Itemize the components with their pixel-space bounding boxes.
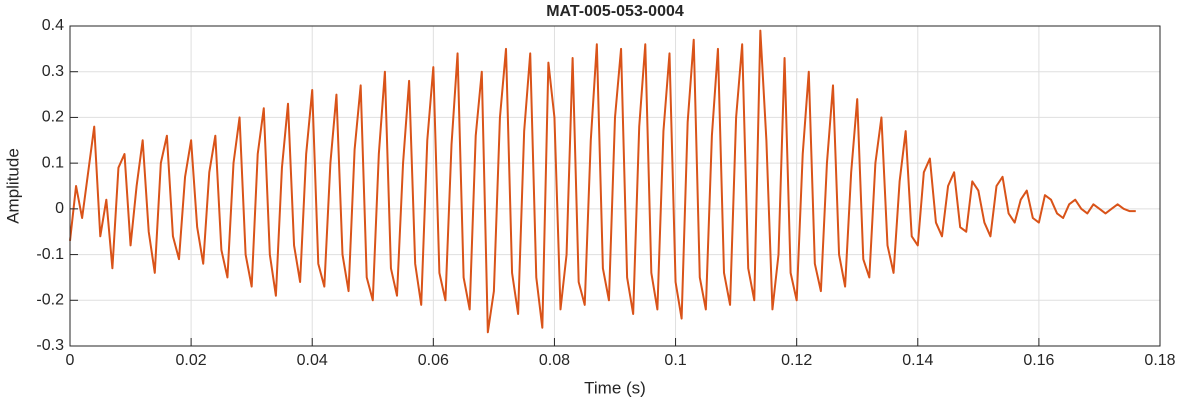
x-tick-label: 0.14: [902, 352, 933, 369]
x-axis-label: Time (s): [584, 378, 646, 397]
x-tick-label: 0.1: [664, 352, 686, 369]
x-tick-label: 0.16: [1023, 352, 1054, 369]
x-tick-label: 0.18: [1144, 352, 1175, 369]
x-tick-label: 0.12: [781, 352, 812, 369]
y-tick-label: 0.3: [42, 63, 64, 80]
y-tick-label: 0.4: [42, 17, 64, 34]
y-axis-label: Amplitude: [3, 148, 22, 224]
y-tick-label: -0.3: [36, 337, 64, 354]
y-tick-label: -0.1: [36, 246, 64, 263]
axes-box: [69, 25, 1161, 347]
y-tick-label: -0.2: [36, 292, 64, 309]
y-tick-label: 0.2: [42, 109, 64, 126]
plot: [69, 29, 1136, 334]
y-tick-label: 0.1: [42, 154, 64, 171]
y-tick-label: 0: [55, 200, 64, 217]
x-tick-label: 0.06: [418, 352, 449, 369]
x-tick-label: 0.08: [539, 352, 570, 369]
x-tick-label: 0.04: [297, 352, 328, 369]
x-tick-label: 0: [66, 352, 75, 369]
chart-title: MAT-005-053-0004: [546, 3, 684, 20]
line-series: [69, 29, 1136, 334]
x-tick-label: 0.02: [176, 352, 207, 369]
